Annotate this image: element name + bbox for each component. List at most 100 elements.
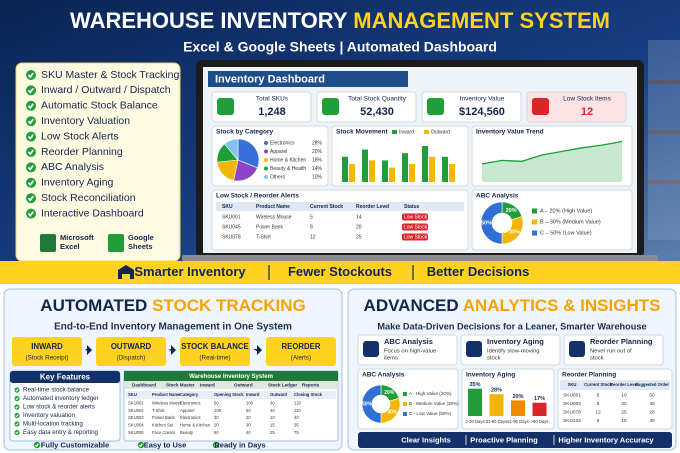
- table-cell: 28: [649, 409, 655, 415]
- banner-item: Smarter Inventory: [134, 264, 246, 279]
- legend-text: Home & Kitchen: [270, 157, 306, 163]
- slice-label: 30%: [509, 230, 520, 236]
- step-sub: (Dispatch): [117, 355, 146, 362]
- title-part: ANALYTICS & INSIGHTS: [463, 296, 661, 315]
- panel-title: Inventory Aging: [466, 372, 515, 379]
- feature-item: Low Stock Alerts: [41, 130, 119, 142]
- check-mark: [27, 195, 34, 202]
- check-mark: [27, 164, 34, 171]
- insight-card: [563, 334, 664, 366]
- table-cell: 10: [270, 415, 275, 420]
- arrow: [85, 345, 92, 355]
- kpi-value: 12: [581, 106, 593, 118]
- sheet-title-bar: [124, 371, 338, 381]
- sheet-tab: Stock Ledger: [268, 383, 297, 388]
- footer-item: Ready in Days: [214, 440, 265, 449]
- sheet-header: [126, 391, 336, 399]
- subtitle: Excel & Google Sheets | Automated Dashbo…: [183, 39, 497, 55]
- step-box: [12, 337, 82, 366]
- check-mark: [27, 149, 34, 156]
- panel: [461, 368, 555, 430]
- legend-swatch: [403, 402, 407, 406]
- footer-item: Proactive Planning: [470, 435, 538, 444]
- key-title: Key Features: [40, 373, 91, 382]
- legend-value: 28%: [312, 140, 323, 146]
- legend-value: 18%: [312, 157, 323, 163]
- card-sub: stock: [590, 356, 604, 362]
- table-cell: Low Stock: [404, 214, 428, 220]
- step-box: [180, 337, 250, 366]
- column-header: Product Name: [256, 204, 290, 210]
- bar: [342, 156, 348, 182]
- bar: [389, 167, 395, 182]
- bar: [402, 153, 408, 182]
- kpi-icon: [322, 98, 339, 115]
- column-header: SKU: [568, 382, 577, 387]
- table-cell: Low Stock: [404, 234, 428, 240]
- step-sub: (Stock Receipt): [25, 355, 68, 362]
- kpi-icon: [532, 98, 549, 115]
- legend-swatch: [532, 219, 537, 225]
- table-header: [560, 380, 670, 390]
- bar: [382, 160, 388, 182]
- table-cell: 40: [270, 408, 275, 413]
- sheet-tabs: [124, 381, 338, 389]
- table-cell: 60: [214, 430, 219, 435]
- table-cell: SKU078: [563, 409, 581, 415]
- table-cell: Power Bank: [152, 415, 175, 420]
- legend-text: Inward: [399, 129, 414, 135]
- feature-item: Inventory Valuation: [41, 115, 130, 127]
- panel-title: ABC Analysis: [476, 193, 519, 200]
- table-cell: 30: [270, 401, 275, 406]
- legend-swatch: [264, 158, 268, 162]
- slice-label: 50%: [481, 220, 492, 226]
- table-cell: 5: [310, 214, 313, 220]
- insight-card: [357, 334, 458, 366]
- key-item: Real-time stock balance: [23, 387, 90, 394]
- app-name: Sheets: [128, 242, 153, 251]
- slice-label: 20%: [384, 390, 395, 396]
- table-cell: Apparel: [180, 408, 195, 413]
- table-cell: SKU045: [222, 224, 241, 230]
- app-name: Google: [128, 233, 154, 242]
- slice-label: 20%: [506, 208, 517, 214]
- table-header: [216, 202, 464, 211]
- bar-label: 20%: [512, 394, 523, 400]
- column-header: Product Name: [152, 392, 181, 397]
- legend-text: Electronics: [270, 140, 295, 146]
- column-header: Inward: [246, 392, 260, 397]
- bar: [489, 394, 504, 416]
- column-header: Current Stock: [584, 382, 612, 387]
- sheet-tab: Reports: [302, 383, 320, 388]
- kpi-card: [421, 91, 522, 123]
- table-cell: 10: [621, 392, 627, 398]
- feature-item: Automatic Stock Balance: [41, 100, 158, 112]
- table-cell: Low Stock: [404, 224, 428, 230]
- slice: [237, 138, 260, 169]
- legend-text: Outward: [431, 129, 450, 135]
- trend-line: [481, 140, 623, 165]
- table-cell: 25: [356, 234, 362, 240]
- legend-text: Apparel: [270, 149, 287, 155]
- table-cell: 40: [294, 415, 299, 420]
- kpi-label: Low Stock Items: [563, 96, 611, 103]
- footer-item: Higher Inventory Accuracy: [558, 435, 654, 444]
- card-title: Inventory Aging: [487, 337, 544, 346]
- check-mark: [27, 180, 34, 187]
- legend-text: A – 20% (High Value): [540, 208, 592, 214]
- table-cell: 15: [621, 418, 627, 424]
- card-title: ABC Analysis: [384, 337, 433, 346]
- table-cell: 20: [246, 415, 251, 420]
- legend-swatch: [264, 149, 268, 154]
- table-cell: Home & Kitchen: [180, 423, 211, 428]
- table-cell: Wireless Mouse: [152, 401, 182, 406]
- kpi-card: [316, 91, 417, 123]
- table-cell: Face Cream: [152, 430, 176, 435]
- table-cell: T-Shirt: [152, 408, 165, 413]
- key-item: Easy data entry & reporting: [23, 429, 99, 436]
- category-label: 61-90 Days: [507, 419, 528, 424]
- warehouse-icon: [118, 265, 134, 279]
- footer-bar: [358, 432, 672, 448]
- table-cell: 20: [214, 423, 219, 428]
